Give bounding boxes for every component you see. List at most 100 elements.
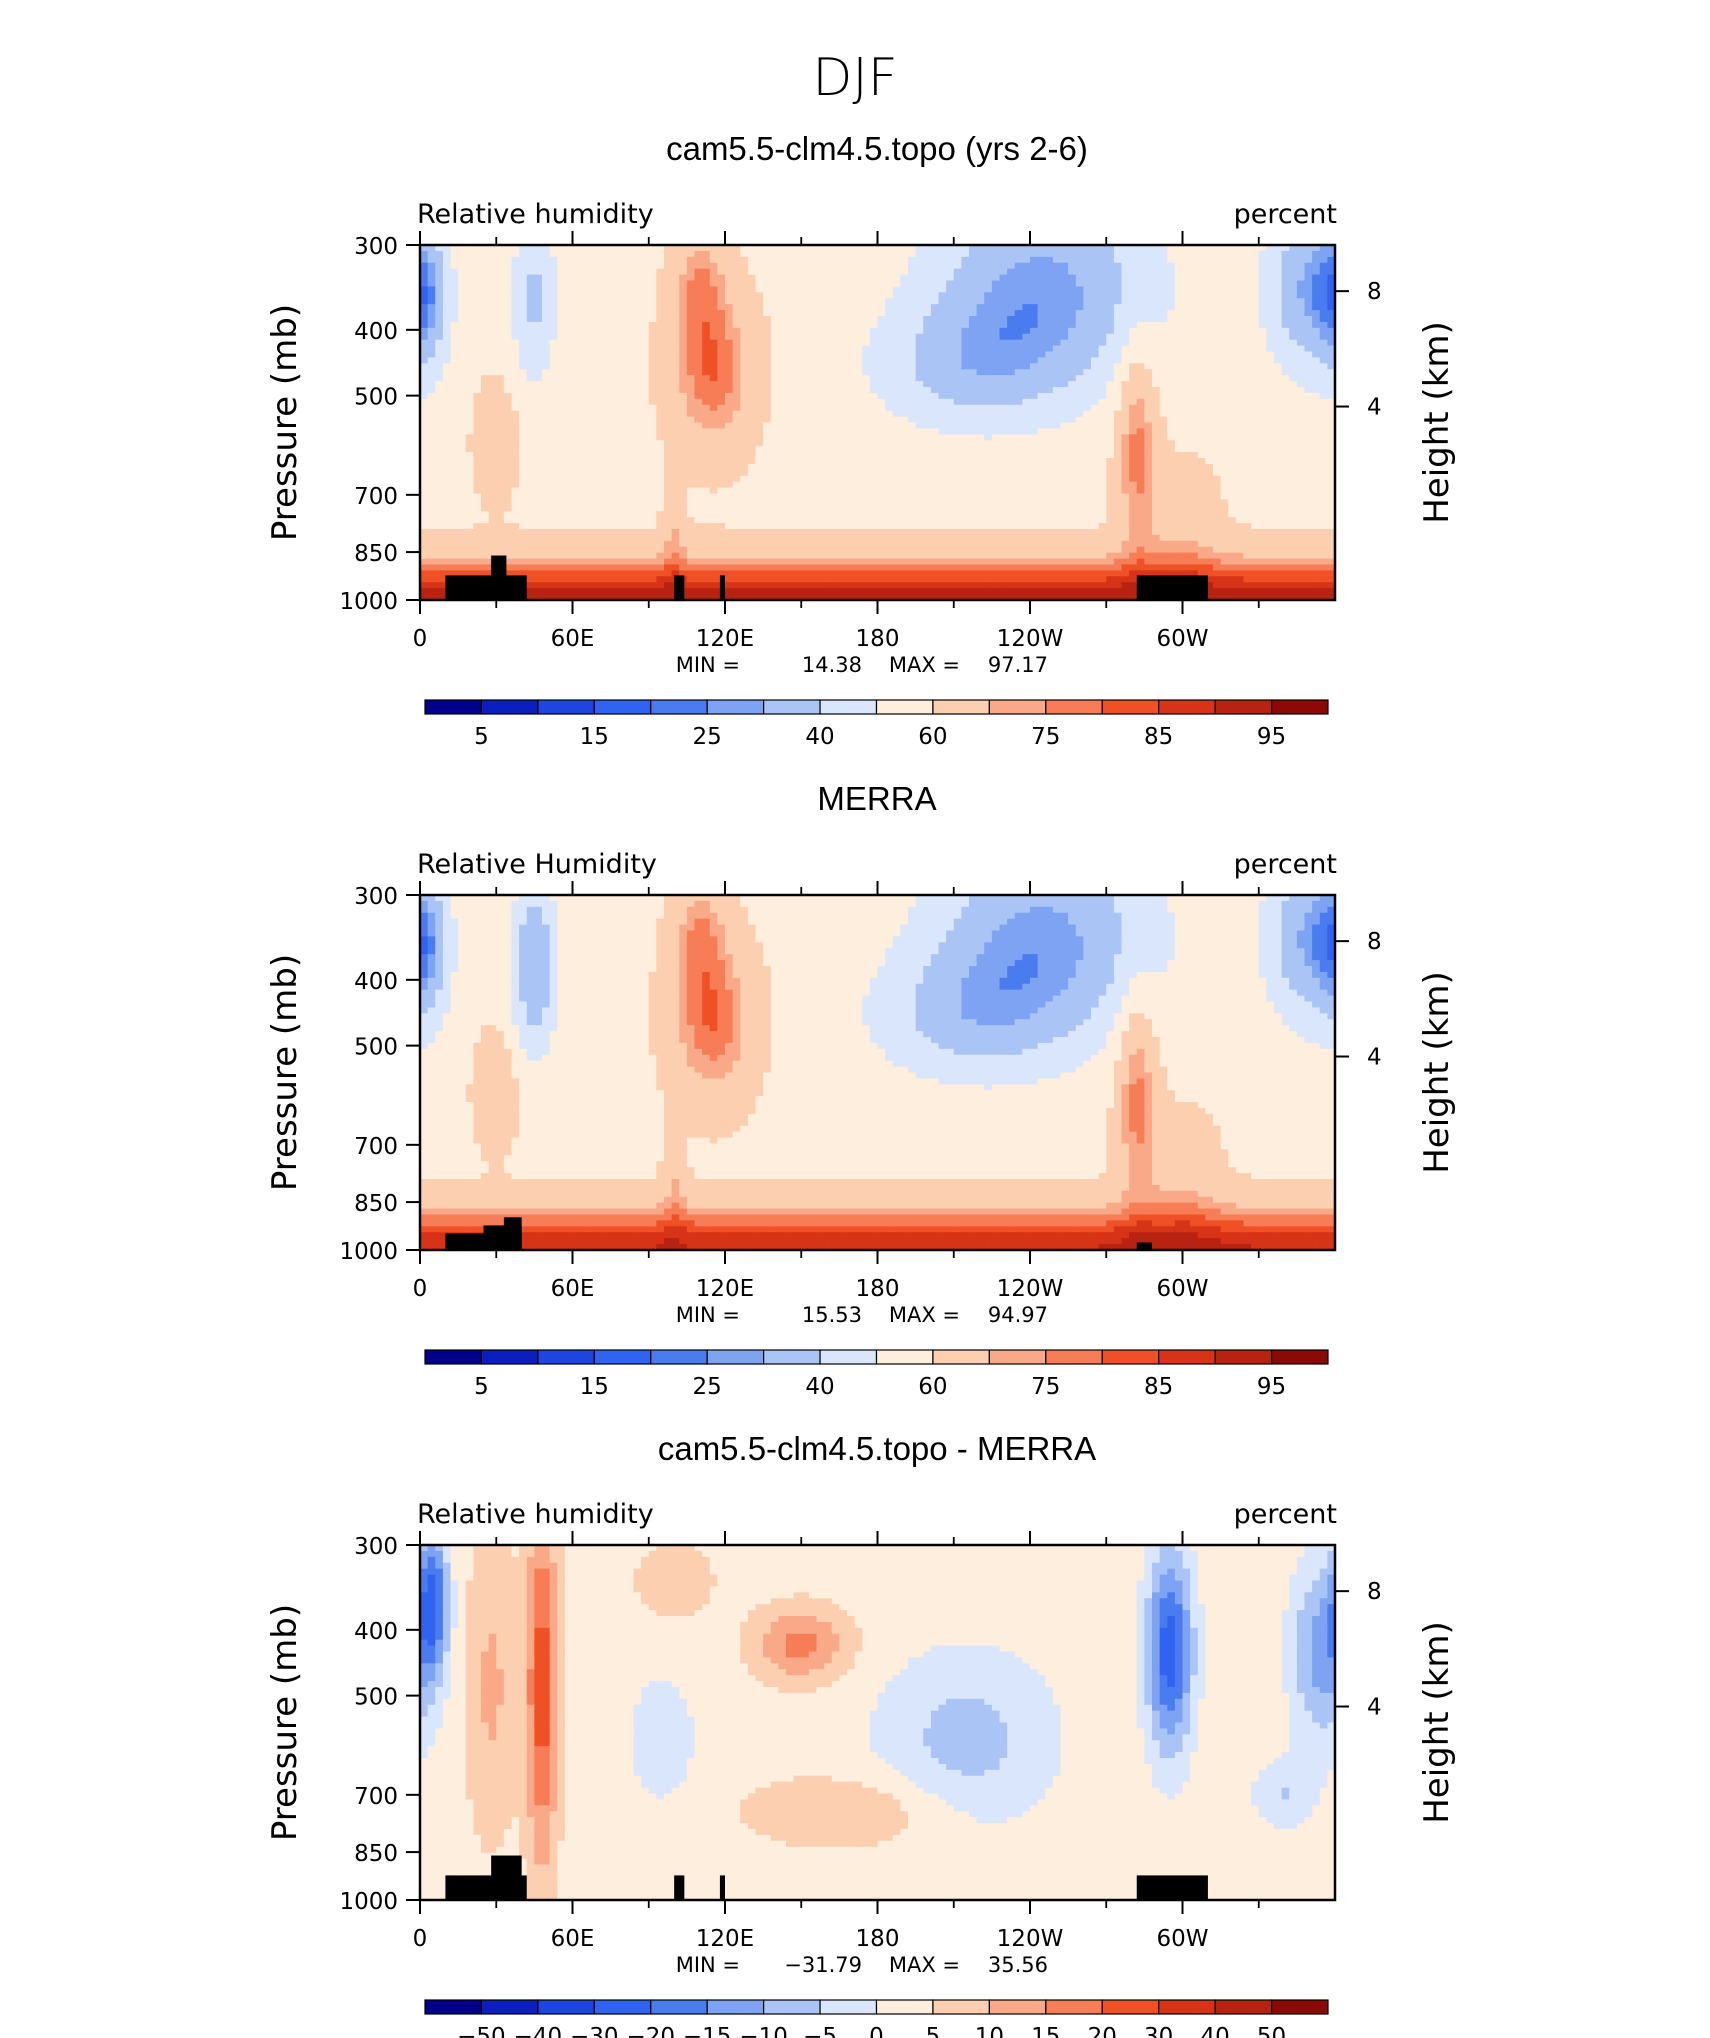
contour-cell <box>747 458 757 465</box>
contour-cell <box>603 298 612 305</box>
contour-cell <box>496 452 505 459</box>
contour-cell <box>427 298 436 305</box>
contour-cell <box>442 339 452 347</box>
contour-cell <box>732 463 741 471</box>
contour-cell <box>770 262 779 270</box>
contour-cell <box>427 381 436 388</box>
contour-cell <box>1121 416 1130 424</box>
contour-cell <box>1312 268 1321 276</box>
contour-cell <box>1007 452 1016 459</box>
contour-cell <box>1304 387 1313 394</box>
contour-cell <box>435 245 444 252</box>
contour-cell <box>1129 310 1138 317</box>
contour-cell <box>801 434 810 441</box>
contour-cell <box>1197 245 1206 252</box>
contour-cell <box>641 463 650 471</box>
contour-cell <box>1190 333 1199 341</box>
contour-cell <box>511 410 520 418</box>
contour-cell <box>435 446 444 453</box>
contour-cell <box>427 268 436 276</box>
contour-cell <box>625 256 635 264</box>
contour-cell <box>938 398 947 406</box>
contour-cell <box>816 363 825 370</box>
contour-cell <box>503 327 513 335</box>
contour-cell <box>511 357 520 364</box>
contour-cell <box>564 298 574 305</box>
contour-cell <box>984 381 993 388</box>
contour-cell <box>656 463 665 471</box>
contour-cell <box>930 250 940 258</box>
contour-cell <box>1030 250 1039 258</box>
contour-cell <box>991 333 1001 341</box>
contour-cell <box>633 268 642 276</box>
contour-cell <box>961 304 970 311</box>
contour-cell <box>755 351 764 359</box>
contour-cell <box>503 268 513 276</box>
contour-cell <box>1251 280 1260 288</box>
contour-cell <box>1144 268 1153 276</box>
contour-cell <box>496 381 505 388</box>
contour-cell <box>1152 375 1161 382</box>
contour-cell <box>808 375 818 382</box>
contour-cell <box>534 250 543 258</box>
contour-cell <box>496 446 505 453</box>
contour-cell <box>481 434 490 441</box>
contour-cell <box>831 422 840 430</box>
contour-cell <box>869 440 879 447</box>
contour-cell <box>793 469 802 477</box>
contour-cell <box>1083 446 1092 453</box>
contour-cell <box>938 298 947 305</box>
contour-cell <box>1319 286 1328 293</box>
contour-cell <box>1060 286 1069 293</box>
contour-cell <box>473 487 482 495</box>
contour-cell <box>885 458 894 465</box>
contour-cell <box>519 416 528 424</box>
contour-cell <box>900 363 909 370</box>
contour-cell <box>1052 440 1062 447</box>
contour-cell <box>549 381 558 388</box>
contour-cell <box>473 463 482 471</box>
contour-cell <box>564 339 574 347</box>
contour-cell <box>442 357 452 364</box>
contour-cell <box>740 280 749 288</box>
contour-cell <box>648 387 657 394</box>
contour-cell <box>1060 292 1069 299</box>
contour-cell <box>1030 310 1039 317</box>
contour-cell <box>1014 369 1023 376</box>
contour-cell <box>1091 404 1100 412</box>
contour-cell <box>1319 440 1328 447</box>
contour-cell <box>633 274 642 282</box>
contour-cell <box>572 398 581 406</box>
contour-cell <box>900 398 909 406</box>
contour-cell <box>793 404 802 412</box>
contour-cell <box>557 333 566 341</box>
contour-cell <box>702 268 711 276</box>
contour-cell <box>915 351 924 359</box>
contour-cell <box>862 475 871 483</box>
contour-cell <box>801 321 810 329</box>
contour-cell <box>839 345 848 353</box>
contour-cell <box>824 245 833 252</box>
contour-cell <box>786 410 795 418</box>
contour-cell <box>1037 375 1046 382</box>
contour-cell <box>526 327 535 335</box>
contour-cell <box>702 446 711 453</box>
contour-cell <box>633 256 642 264</box>
contour-cell <box>1022 292 1031 299</box>
contour-cell <box>1060 392 1069 400</box>
contour-cell <box>557 268 566 276</box>
contour-cell <box>511 446 520 453</box>
contour-cell <box>900 392 909 400</box>
contour-cell <box>1258 345 1267 353</box>
contour-cell <box>603 304 612 311</box>
contour-cell <box>1060 327 1069 335</box>
contour-cell <box>473 392 482 400</box>
contour-cell <box>793 398 802 406</box>
contour-cell <box>953 280 962 288</box>
contour-cell <box>808 245 818 252</box>
contour-cell <box>831 262 840 270</box>
contour-cell <box>488 321 497 329</box>
contour-cell <box>869 286 879 293</box>
contour-cell <box>564 375 574 382</box>
contour-cell <box>725 292 734 299</box>
